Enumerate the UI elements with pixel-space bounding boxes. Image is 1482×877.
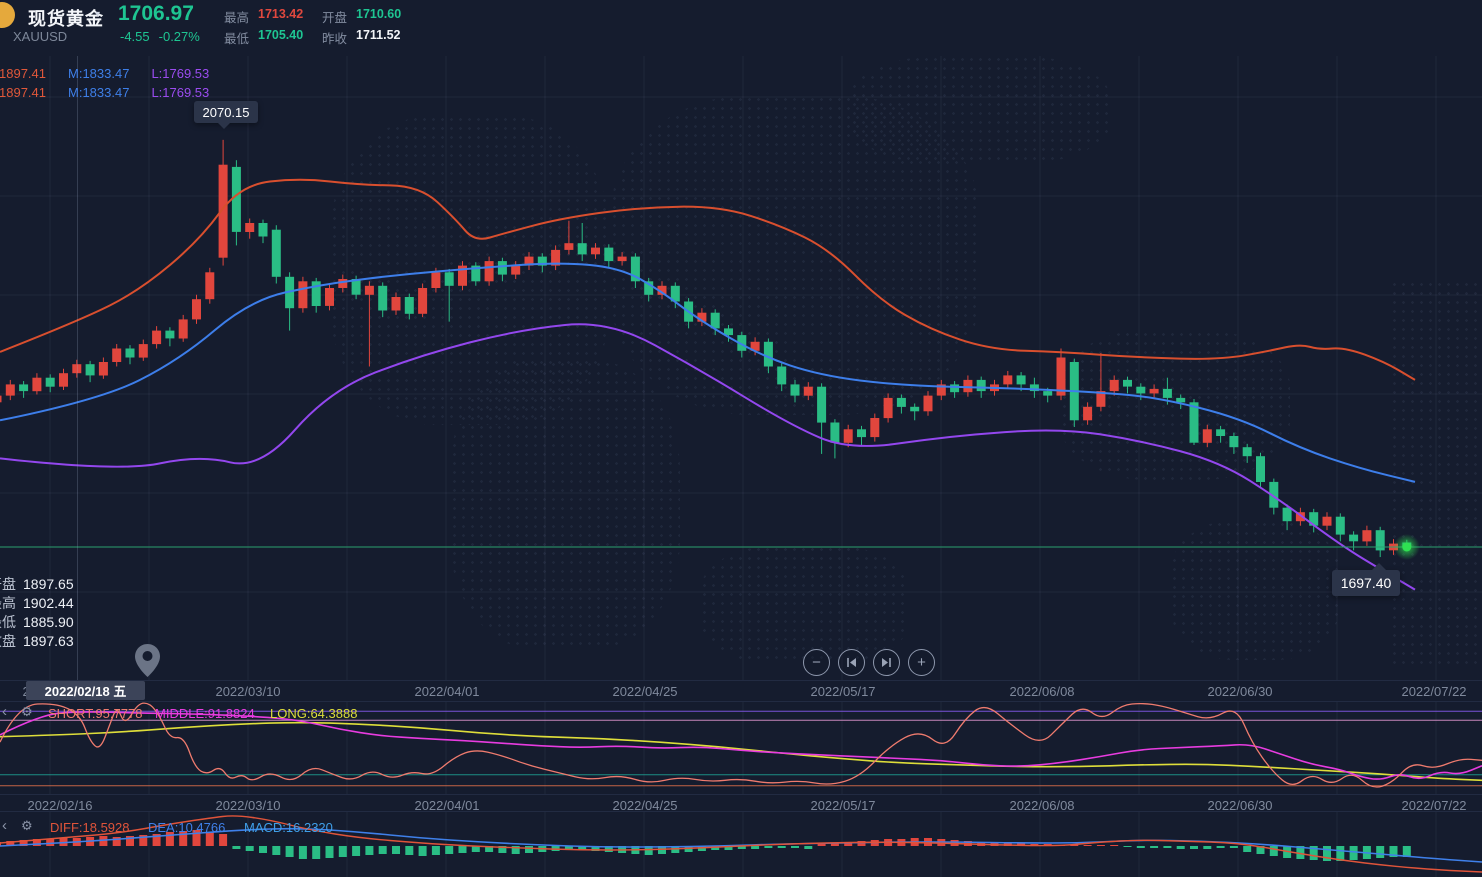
panel-settings-gear-icon[interactable]: ⚙ — [21, 818, 33, 833]
ohlc-low-label: 最低 — [0, 614, 16, 630]
crosshair-vertical-line — [77, 56, 78, 680]
band-m-value: M:1833.47 — [68, 66, 130, 81]
oscillator-panel-chart[interactable] — [0, 702, 1482, 794]
kdj-middle-label: MIDDLE:91.8824 — [155, 706, 255, 721]
symbol-code: XAUUSD — [13, 29, 68, 44]
skip-back-icon — [847, 658, 856, 667]
peak-price-tooltip: 2070.15 — [194, 101, 258, 129]
last-price: 1706.97 — [118, 2, 194, 25]
axis-date-label: 2022/06/30 — [1207, 684, 1273, 699]
skip-to-end-button[interactable] — [873, 649, 900, 676]
separator — [0, 701, 1482, 702]
separator — [0, 811, 1482, 812]
band-m-value: M:1833.47 — [68, 85, 130, 100]
hover-ohlc-panel: 开盘 1897.65 最高 1902.44 最低 1885.90 收盘 1897.63 — [0, 575, 74, 651]
ohlc-open-label: 开盘 — [0, 576, 16, 592]
chevron-down-icon[interactable]: ▾ — [95, 9, 101, 20]
ohlc-close-label: 收盘 — [0, 633, 16, 649]
ohlc-high-label: 最高 — [0, 595, 16, 611]
axis-date-label: 2022/06/08 — [1009, 798, 1075, 813]
band-l-value: L:1769.53 — [151, 85, 210, 100]
macd-dea-label: DEA:10.4766 — [148, 820, 226, 835]
ohlc-open-value: 1897.65 — [23, 576, 74, 592]
collapse-panel-icon[interactable]: ‹ — [2, 817, 7, 834]
price-change: -4.55 -0.27% — [120, 29, 209, 44]
symbol-name[interactable]: 现货黄金 — [28, 9, 104, 29]
zoom-out-button[interactable]: − — [803, 649, 830, 676]
ohlc-close-value: 1897.63 — [23, 633, 74, 649]
map-pin-icon — [135, 644, 160, 677]
band-h-value: H:1897.41 — [0, 85, 46, 100]
axis-date-label: 2022/05/17 — [810, 798, 876, 813]
stat-label-low: 最低 — [224, 32, 250, 46]
change-value: -4.55 — [120, 29, 150, 44]
axis-date-label: 2022/04/25 — [612, 798, 678, 813]
instrument-logo — [0, 2, 15, 28]
panel-settings-gear-icon[interactable]: ⚙ — [21, 704, 33, 719]
kdj-short-label: SHORT:95.7778 — [48, 706, 143, 721]
macd-panel-chart[interactable] — [0, 812, 1482, 877]
band-l-value: L:1769.53 — [151, 66, 210, 81]
separator — [0, 680, 1482, 681]
ohlc-low-value: 1885.90 — [23, 614, 74, 630]
axis-date-label: 2022/04/01 — [414, 798, 480, 813]
axis-date-label: 2022/03/10 — [215, 684, 281, 699]
band-h-value: H:1897.41 — [0, 66, 46, 81]
axis-date-label: 2022/07/22 — [1401, 684, 1467, 699]
hover-date-badge: 2022/02/18 五 — [26, 681, 145, 700]
axis-date-label: 2022/05/17 — [810, 684, 876, 699]
band-values-row-2: H:1897.41 M:1833.47 L:1769.53 — [0, 85, 209, 100]
axis-date-label: 2022/04/01 — [414, 684, 480, 699]
macd-diff-label: DIFF:18.5928 — [50, 820, 130, 835]
axis-date-label: 2022/06/08 — [1009, 684, 1075, 699]
kdj-long-label: LONG:64.3888 — [270, 706, 358, 721]
separator — [0, 794, 1482, 795]
stat-label-prevclose: 昨收 — [322, 32, 348, 46]
band-values-row-1: H:1897.41 M:1833.47 L:1769.53 — [0, 66, 209, 81]
axis-date-label: 2022/06/30 — [1207, 798, 1273, 813]
axis-date-label: 2022/03/10 — [215, 798, 281, 813]
stat-label-high: 最高 — [224, 11, 250, 25]
axis-date-label: 2022/07/22 — [1401, 798, 1467, 813]
zoom-in-button[interactable]: + — [908, 649, 935, 676]
change-percent: -0.27% — [158, 29, 200, 44]
skip-to-start-button[interactable] — [838, 649, 865, 676]
skip-forward-icon — [882, 658, 891, 667]
low-price-tooltip: 1697.40 — [1332, 563, 1400, 596]
ohlc-high-value: 1902.44 — [23, 595, 74, 611]
collapse-panel-icon[interactable]: ‹ — [2, 703, 7, 720]
stat-value-open: 1710.60 — [356, 7, 402, 21]
stat-value-prevclose: 1711.52 — [356, 28, 401, 42]
stat-value-high: 1713.42 — [258, 7, 304, 21]
x-axis-lower: 2022/02/16 2022/03/10 2022/04/01 2022/04/25… — [0, 795, 1482, 816]
stat-value-low: 1705.40 — [258, 28, 304, 42]
axis-date-label: 2022/02/16 — [27, 798, 93, 813]
x-axis-upper: 2022/02/162022/03/102022/04/012022/04/25… — [0, 681, 1482, 702]
stat-label-open: 开盘 — [322, 11, 348, 25]
axis-date-label: 2022/04/25 — [612, 684, 678, 699]
macd-macd-label: MACD:16.2320 — [244, 820, 333, 835]
